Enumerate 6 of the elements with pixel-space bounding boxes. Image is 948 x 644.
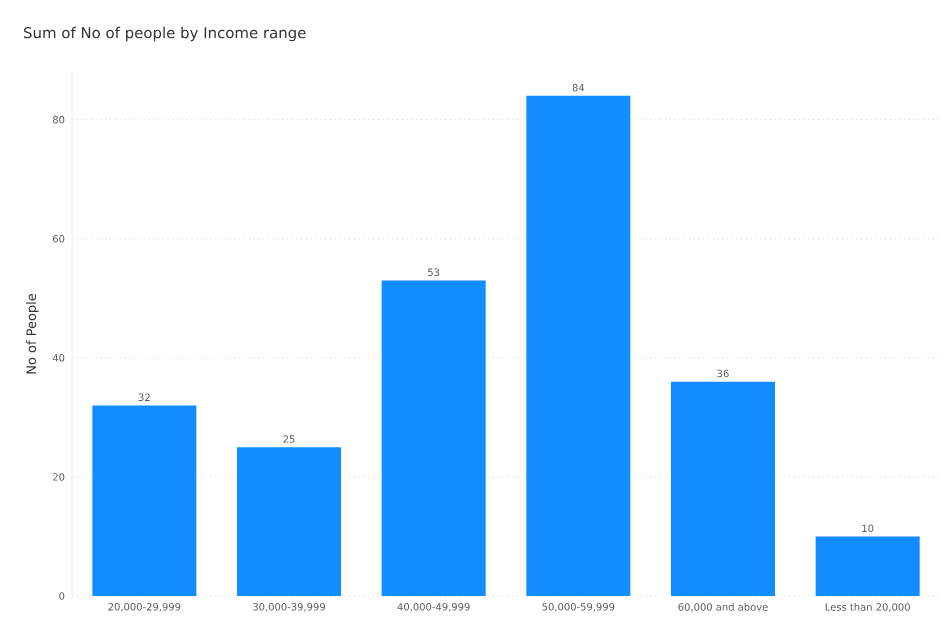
bar — [92, 405, 197, 596]
bar — [671, 381, 776, 596]
bar — [237, 447, 341, 596]
bar — [526, 95, 631, 596]
bar — [815, 536, 920, 596]
bar — [381, 280, 486, 596]
